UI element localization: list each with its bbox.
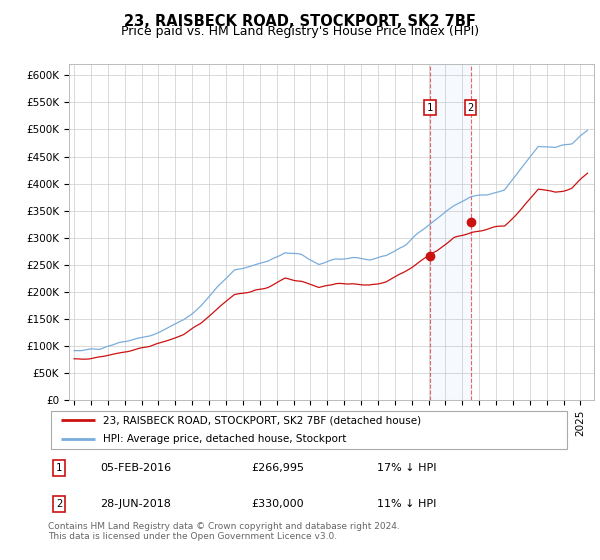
Text: 2: 2 [467, 102, 474, 113]
Text: 11% ↓ HPI: 11% ↓ HPI [377, 499, 436, 509]
Text: £330,000: £330,000 [251, 499, 304, 509]
Text: 28-JUN-2018: 28-JUN-2018 [100, 499, 171, 509]
FancyBboxPatch shape [50, 411, 568, 449]
Text: 23, RAISBECK ROAD, STOCKPORT, SK2 7BF (detached house): 23, RAISBECK ROAD, STOCKPORT, SK2 7BF (d… [103, 415, 421, 425]
Text: £266,995: £266,995 [251, 463, 305, 473]
Text: 05-FEB-2016: 05-FEB-2016 [100, 463, 172, 473]
Text: 17% ↓ HPI: 17% ↓ HPI [377, 463, 436, 473]
Bar [430, 64, 471, 400]
Text: 1: 1 [427, 102, 433, 113]
Text: 1: 1 [56, 463, 62, 473]
Text: 2: 2 [56, 499, 62, 509]
Text: 23, RAISBECK ROAD, STOCKPORT, SK2 7BF: 23, RAISBECK ROAD, STOCKPORT, SK2 7BF [124, 14, 476, 29]
Text: HPI: Average price, detached house, Stockport: HPI: Average price, detached house, Stoc… [103, 435, 346, 445]
Text: Contains HM Land Registry data © Crown copyright and database right 2024.
This d: Contains HM Land Registry data © Crown c… [48, 522, 400, 542]
Text: Price paid vs. HM Land Registry's House Price Index (HPI): Price paid vs. HM Land Registry's House … [121, 25, 479, 38]
